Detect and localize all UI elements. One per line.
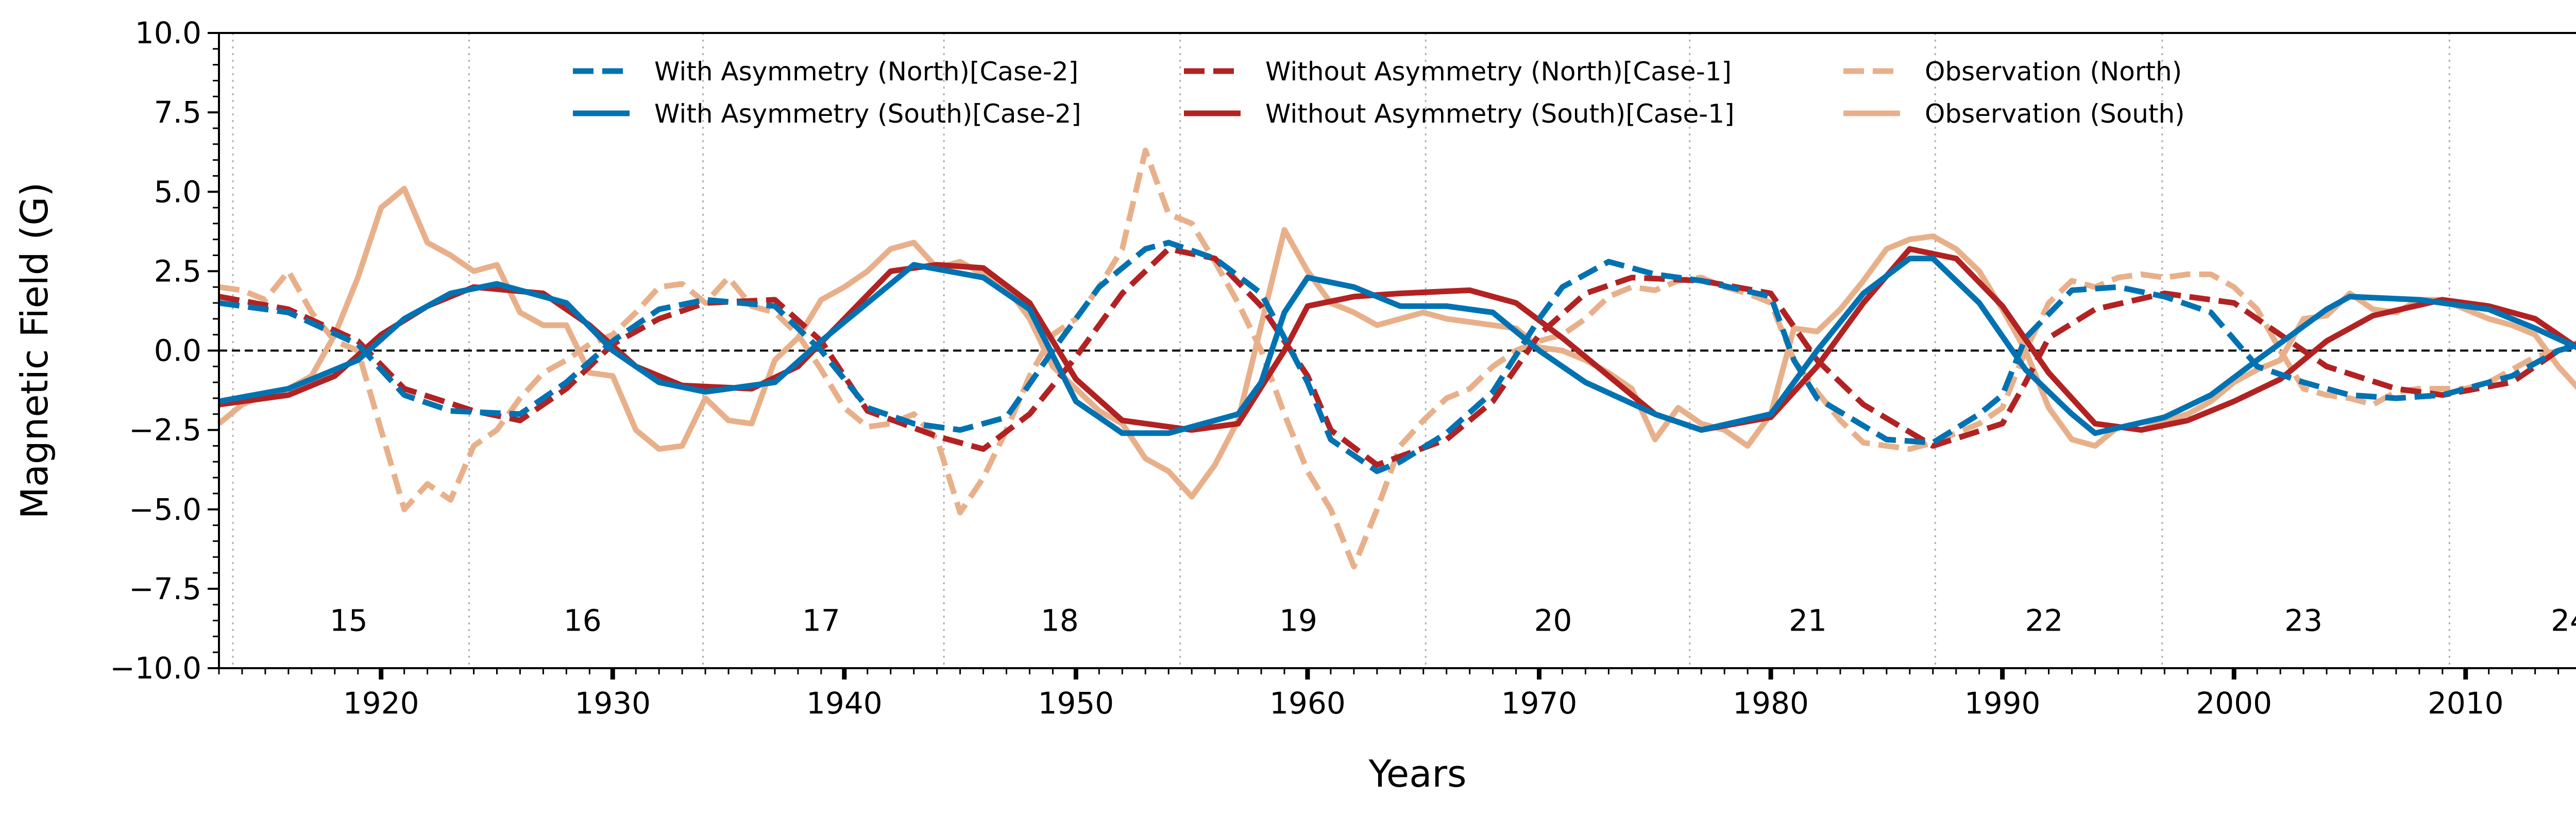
x-tick-label: 2010 <box>2428 686 2504 721</box>
legend-label: Without Asymmetry (North)[Case-1] <box>1265 57 1732 87</box>
legend: With Asymmetry (North)[Case-2] With Asymm… <box>573 57 2185 129</box>
series-layer <box>217 147 2576 570</box>
cycle-label: 18 <box>1041 603 1079 638</box>
cycle-label: 19 <box>1279 603 1317 638</box>
x-tick-label: 1990 <box>1964 686 2041 721</box>
legend-label: Observation (South) <box>1925 99 2185 129</box>
y-tick-label: −7.5 <box>129 571 201 606</box>
series-line-observation-south <box>217 185 2576 500</box>
x-tick-label: 1940 <box>806 686 883 721</box>
y-tick-label: 0.0 <box>154 333 201 368</box>
y-tick-label: −10.0 <box>110 651 201 686</box>
legend-label: With Asymmetry (North)[Case-2] <box>654 57 1078 87</box>
y-tick-label: 10.0 <box>135 15 201 50</box>
legend-label: Observation (North) <box>1925 57 2182 87</box>
cycle-label: 15 <box>330 603 368 638</box>
y-tick-label: 5.0 <box>154 174 201 209</box>
cycle-label: 24 <box>2551 603 2576 638</box>
x-tick-label: 2000 <box>2196 686 2272 721</box>
legend-label: Without Asymmetry (South)[Case-1] <box>1265 99 1735 129</box>
cycle-label: 20 <box>1534 603 1572 638</box>
cycle-label: 17 <box>802 603 840 638</box>
x-tick-label: 1980 <box>1733 686 1809 721</box>
x-axis: 1920 1930 1940 1950 1960 1970 1980 1990 2000 2010 <box>218 668 2560 721</box>
y-tick-label: 2.5 <box>154 253 201 288</box>
y-tick-label: −2.5 <box>129 413 201 448</box>
x-tick-label: 1920 <box>343 686 419 721</box>
x-tick-label: 1960 <box>1269 686 1346 721</box>
y-axis: 10.0 7.5 5.0 2.5 0.0 −2.5 −5.0 −7.5 −10.0 <box>110 15 219 686</box>
series-line-observation-north <box>218 147 2576 570</box>
x-tick-label: 1970 <box>1501 686 1578 721</box>
cycle-label: 16 <box>564 603 602 638</box>
y-tick-label: 7.5 <box>154 95 201 130</box>
x-axis-title: Years <box>1368 752 1467 795</box>
series-line-without-asymmetry-north-case-1 <box>218 246 2576 468</box>
cycle-label: 23 <box>2284 603 2323 638</box>
cycle-label: 21 <box>1789 603 1827 638</box>
x-tick-label: 1930 <box>574 686 651 721</box>
cycle-labels: 15 16 17 18 19 20 21 22 23 24 <box>330 603 2576 638</box>
legend-label: With Asymmetry (South)[Case-2] <box>654 99 1081 129</box>
series-line-with-asymmetry-north-case-2 <box>218 240 2576 474</box>
cycle-boundaries <box>232 33 2450 668</box>
cycle-label: 22 <box>2025 603 2063 638</box>
y-axis-title: Magnetic Field (G) <box>13 182 56 519</box>
x-tick-label: 1950 <box>1038 686 1114 721</box>
series-line-with-asymmetry-south-case-2 <box>218 256 2576 436</box>
y-tick-label: −5.0 <box>129 492 201 527</box>
